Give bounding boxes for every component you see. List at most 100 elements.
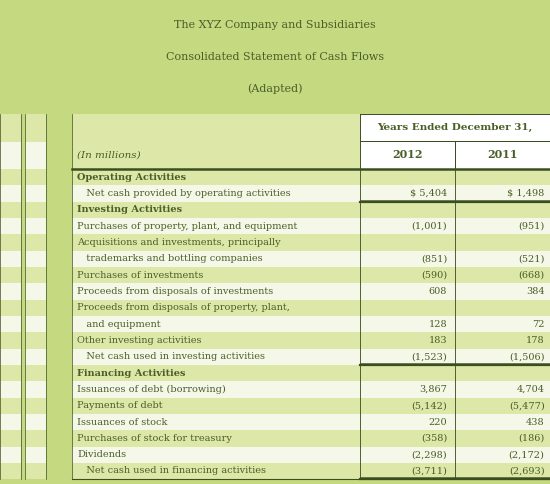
Bar — [25, 185, 46, 201]
Text: Net cash used in investing activities: Net cash used in investing activities — [77, 352, 265, 361]
Bar — [0, 430, 21, 447]
Bar — [72, 397, 550, 414]
Bar — [72, 414, 550, 430]
Text: (2,172): (2,172) — [509, 450, 544, 459]
Text: Issuances of stock: Issuances of stock — [77, 418, 167, 426]
Bar — [0, 365, 21, 381]
Text: (951): (951) — [518, 222, 544, 230]
Bar — [0, 283, 21, 300]
Text: (3,711): (3,711) — [411, 467, 447, 475]
Text: 220: 220 — [428, 418, 447, 426]
Text: Net cash provided by operating activities: Net cash provided by operating activitie… — [77, 189, 290, 198]
Text: trademarks and bottling companies: trademarks and bottling companies — [77, 254, 263, 263]
Bar — [25, 169, 46, 185]
Bar — [25, 114, 46, 479]
Bar — [25, 316, 46, 332]
Bar — [455, 141, 550, 169]
Bar — [72, 201, 550, 218]
Text: $ 1,498: $ 1,498 — [507, 189, 544, 198]
Text: 178: 178 — [526, 336, 544, 345]
Text: (2,693): (2,693) — [509, 467, 544, 475]
Bar — [0, 218, 21, 234]
Text: (2,298): (2,298) — [411, 450, 447, 459]
Bar — [0, 114, 21, 141]
Text: 2011: 2011 — [487, 150, 518, 160]
Bar — [0, 251, 21, 267]
Text: (1,001): (1,001) — [411, 222, 447, 230]
Bar — [360, 141, 455, 169]
Text: 72: 72 — [532, 319, 544, 329]
Bar — [25, 234, 46, 251]
Text: (Adapted): (Adapted) — [248, 84, 302, 94]
Text: Operating Activities: Operating Activities — [77, 173, 186, 182]
Text: (1,523): (1,523) — [411, 352, 447, 361]
Bar — [25, 218, 46, 234]
Text: Purchases of investments: Purchases of investments — [77, 271, 204, 280]
Bar — [0, 0, 550, 114]
Bar — [25, 397, 46, 414]
Text: 2012: 2012 — [393, 150, 423, 160]
Bar — [72, 234, 550, 251]
Bar — [0, 414, 21, 430]
Text: Issuances of debt (borrowing): Issuances of debt (borrowing) — [77, 385, 226, 394]
Text: Dividends: Dividends — [77, 450, 126, 459]
Bar — [25, 381, 46, 397]
Text: (5,142): (5,142) — [411, 401, 447, 410]
Bar — [0, 169, 21, 185]
Text: Proceeds from disposals of property, plant,: Proceeds from disposals of property, pla… — [77, 303, 290, 312]
Bar — [0, 201, 21, 218]
Text: (In millions): (In millions) — [77, 151, 141, 159]
Text: 438: 438 — [526, 418, 544, 426]
Bar — [360, 114, 550, 141]
Bar — [25, 430, 46, 447]
Bar — [72, 300, 550, 316]
Bar — [72, 332, 550, 348]
Bar — [0, 447, 21, 463]
Bar — [0, 332, 21, 348]
Bar — [0, 114, 21, 479]
Bar — [25, 141, 46, 169]
Text: (668): (668) — [518, 271, 544, 280]
Bar — [25, 201, 46, 218]
Text: Purchases of property, plant, and equipment: Purchases of property, plant, and equipm… — [77, 222, 298, 230]
Text: 128: 128 — [428, 319, 447, 329]
Text: Consolidated Statement of Cash Flows: Consolidated Statement of Cash Flows — [166, 52, 384, 62]
Bar — [72, 348, 550, 365]
Text: 4,704: 4,704 — [516, 385, 544, 394]
Bar — [25, 463, 46, 479]
Text: $ 5,404: $ 5,404 — [410, 189, 447, 198]
Text: (1,506): (1,506) — [509, 352, 544, 361]
Text: 384: 384 — [526, 287, 544, 296]
Text: (590): (590) — [421, 271, 447, 280]
Text: (5,477): (5,477) — [509, 401, 544, 410]
Text: and equipment: and equipment — [77, 319, 161, 329]
Bar — [0, 397, 21, 414]
Text: 3,867: 3,867 — [419, 385, 447, 394]
Bar — [72, 218, 550, 234]
Bar — [72, 267, 550, 283]
Text: Years Ended December 31,: Years Ended December 31, — [377, 123, 533, 132]
Bar — [72, 447, 550, 463]
Bar — [0, 185, 21, 201]
Text: Investing Activities: Investing Activities — [77, 205, 182, 214]
Bar — [25, 251, 46, 267]
Bar — [72, 283, 550, 300]
Bar — [0, 316, 21, 332]
Bar — [0, 267, 21, 283]
Bar — [0, 141, 21, 169]
Text: Payments of debt: Payments of debt — [77, 401, 163, 410]
Bar — [0, 234, 21, 251]
Text: (521): (521) — [518, 254, 544, 263]
Bar — [25, 283, 46, 300]
Text: The XYZ Company and Subsidiaries: The XYZ Company and Subsidiaries — [174, 20, 376, 30]
Text: Proceeds from disposals of investments: Proceeds from disposals of investments — [77, 287, 273, 296]
Text: (358): (358) — [421, 434, 447, 443]
Bar — [72, 463, 550, 479]
Bar — [25, 300, 46, 316]
Bar — [0, 348, 21, 365]
Text: Acquisitions and investments, principally: Acquisitions and investments, principall… — [77, 238, 280, 247]
Bar — [25, 267, 46, 283]
Text: Other investing activities: Other investing activities — [77, 336, 201, 345]
Bar — [72, 316, 550, 332]
Text: (851): (851) — [421, 254, 447, 263]
